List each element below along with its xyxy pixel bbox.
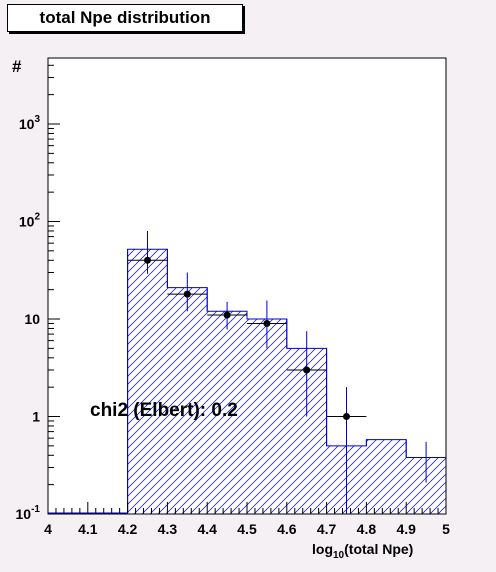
data-point xyxy=(247,300,287,349)
data-point xyxy=(326,387,367,514)
data-point-marker xyxy=(223,311,231,319)
y-tick-label: 10-1 xyxy=(16,504,41,522)
x-axis-label-sub: 10 xyxy=(333,550,345,561)
data-point xyxy=(167,272,208,312)
x-tick-label: 4.8 xyxy=(357,521,377,537)
x-tick-label: 4.9 xyxy=(396,521,416,537)
x-axis-label-main: log xyxy=(312,541,333,557)
x-tick-label: 4 xyxy=(44,521,52,537)
title-box: total Npe distribution xyxy=(7,4,243,32)
y-tick-label: 102 xyxy=(19,212,41,230)
y-tick-label: 103 xyxy=(19,114,41,132)
x-tick-label: 4.7 xyxy=(317,521,337,537)
data-point-marker xyxy=(343,413,350,420)
data-point-marker xyxy=(303,366,311,374)
data-point-marker xyxy=(263,319,271,327)
x-axis-label: log10(total Npe) xyxy=(312,541,413,561)
data-point-marker xyxy=(183,290,191,298)
x-tick-label: 4.5 xyxy=(237,521,257,537)
x-tick-label: 4.4 xyxy=(197,521,217,537)
x-tick-label: 4.2 xyxy=(118,521,138,537)
x-tick-label: 4.3 xyxy=(158,521,178,537)
data-point xyxy=(127,230,168,274)
data-point xyxy=(207,301,247,330)
y-tick-label: 1 xyxy=(32,409,40,425)
x-tick-label: 5 xyxy=(442,521,450,537)
data-point-marker xyxy=(144,256,151,264)
chart-title: total Npe distribution xyxy=(39,8,211,27)
y-tick-label: 10 xyxy=(24,311,40,327)
x-tick-label: 4.1 xyxy=(78,521,98,537)
data-point xyxy=(286,331,327,417)
chi2-annotation: chi2 (Elbert): 0.2 xyxy=(90,400,238,421)
y-axis-label: # xyxy=(12,57,22,76)
x-tick-label: 4.6 xyxy=(277,521,297,537)
x-axis-label-rest: (total Npe) xyxy=(344,541,413,557)
